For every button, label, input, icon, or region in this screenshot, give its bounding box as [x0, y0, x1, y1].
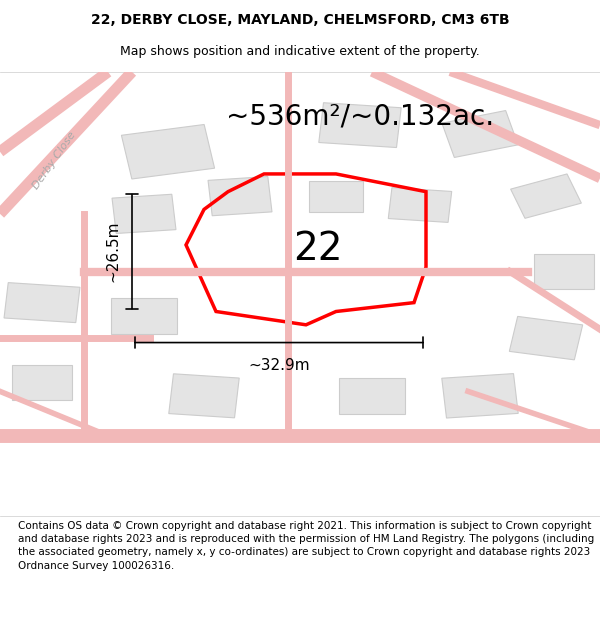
- Text: ~26.5m: ~26.5m: [105, 221, 120, 282]
- Polygon shape: [388, 188, 452, 222]
- Text: Map shows position and indicative extent of the property.: Map shows position and indicative extent…: [120, 45, 480, 58]
- Text: Derby Close: Derby Close: [31, 130, 77, 191]
- Polygon shape: [121, 124, 215, 179]
- Polygon shape: [319, 102, 401, 148]
- Polygon shape: [511, 174, 581, 218]
- Polygon shape: [509, 316, 583, 360]
- Polygon shape: [112, 194, 176, 234]
- Polygon shape: [208, 176, 272, 216]
- Polygon shape: [169, 374, 239, 418]
- Text: 22, DERBY CLOSE, MAYLAND, CHELMSFORD, CM3 6TB: 22, DERBY CLOSE, MAYLAND, CHELMSFORD, CM…: [91, 13, 509, 27]
- Text: ~32.9m: ~32.9m: [248, 358, 310, 373]
- Text: ~536m²/~0.132ac.: ~536m²/~0.132ac.: [226, 102, 494, 130]
- Polygon shape: [442, 374, 518, 418]
- Polygon shape: [534, 254, 594, 289]
- Polygon shape: [4, 282, 80, 322]
- Text: Contains OS data © Crown copyright and database right 2021. This information is : Contains OS data © Crown copyright and d…: [18, 521, 594, 571]
- Polygon shape: [442, 111, 518, 158]
- Text: 22: 22: [293, 231, 343, 268]
- Polygon shape: [111, 298, 177, 334]
- Polygon shape: [309, 181, 363, 212]
- Polygon shape: [12, 365, 72, 400]
- Polygon shape: [339, 378, 405, 414]
